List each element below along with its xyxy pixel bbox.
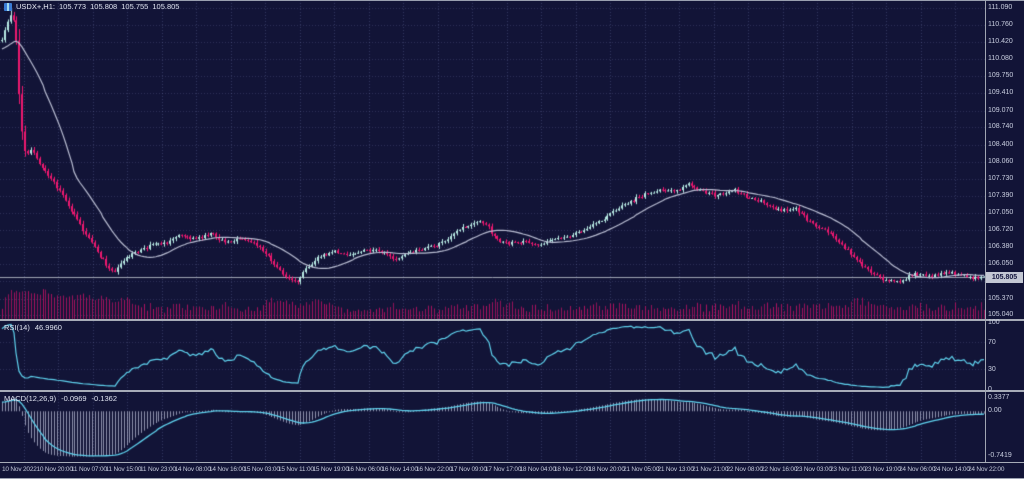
time-axis-label: 18 Nov 12:00: [554, 466, 591, 473]
macd-indicator-label: MACD(12,26,9) -0.0969 -0.1362: [4, 394, 117, 403]
macd-axis-label: -0.7419: [988, 452, 1012, 459]
price-axis-label: 107.050: [988, 209, 1014, 217]
ohlc-open: 105.773: [58, 2, 87, 11]
rsi-axis-label: 0: [988, 386, 992, 393]
rsi-axis-label: 30: [988, 365, 996, 373]
time-axis-label: 14 Nov 08:00: [174, 466, 211, 473]
separator-rsi-macd[interactable]: [0, 390, 1024, 392]
macd-signal-value: -0.1362: [91, 394, 117, 403]
price-axis-label: 107.390: [988, 192, 1014, 200]
price-axis-label: 107.730: [988, 174, 1014, 182]
time-axis-label: 24 Nov 22:00: [968, 466, 1005, 473]
ohlc-close: 105.805: [152, 2, 180, 11]
price-axis-label: 105.040: [988, 311, 1014, 319]
price-axis-border: [985, 0, 986, 462]
price-axis-label: 110.760: [988, 20, 1013, 28]
rsi-axis-label: 70: [988, 339, 996, 347]
time-axis-label: 11 Nov 23:00: [140, 466, 176, 473]
window-top-border: [0, 0, 1024, 1]
price-axis-label: 106.050: [988, 260, 1014, 268]
rsi-axis-label: 100: [988, 319, 1000, 326]
rsi-axis: 100 70 30 0: [988, 0, 1024, 479]
rsi-value: 46.9960: [34, 323, 62, 332]
time-axis-label: 21 Nov 05:00: [623, 466, 660, 473]
current-price-tag: 105.805: [986, 271, 1023, 283]
time-axis-label: 22 Nov 08:00: [726, 466, 763, 473]
time-axis-label: 10 Nov 2022: [2, 466, 37, 473]
candlestick-chart-icon: [4, 2, 12, 11]
time-axis-label: 24 Nov 06:00: [899, 466, 936, 473]
price-axis-label: 106.380: [988, 243, 1014, 251]
macd-main-value: -0.0969: [61, 394, 87, 403]
time-axis-label: 16 Nov 14:00: [381, 466, 418, 473]
time-axis-label: 15 Nov 03:00: [243, 466, 280, 473]
time-axis-label: 11 Nov 15:00: [105, 466, 142, 473]
time-axis-label: 15 Nov 19:00: [312, 466, 349, 473]
separator-main-rsi[interactable]: [0, 319, 1024, 321]
time-axis-label: 21 Nov 13:00: [657, 466, 694, 473]
price-axis-label: 110.420: [988, 38, 1013, 46]
macd-name: MACD(12,26,9): [4, 394, 57, 403]
ohlc-high: 105.808: [90, 2, 118, 11]
separator-macd-timeaxis: [0, 462, 1024, 463]
macd-axis-label: 0.00: [988, 407, 1002, 415]
time-axis-label: 11 Nov 07:00: [71, 466, 107, 473]
macd-axis: 0.3377 0.00 -0.7419: [988, 0, 1024, 479]
time-axis: 10 Nov 2022 10 Nov 20:00 11 Nov 07:00 11 No…: [0, 465, 1024, 479]
time-axis-label: 17 Nov 17:00: [485, 466, 522, 473]
time-axis-label: 10 Nov 20:00: [36, 466, 73, 473]
price-axis-label: 106.720: [988, 226, 1014, 234]
price-axis-label: 109.750: [988, 72, 1014, 80]
time-axis-label: 22 Nov 16:00: [761, 466, 798, 473]
time-axis-label: 18 Nov 20:00: [588, 466, 625, 473]
time-axis-label: 18 Nov 04:00: [519, 466, 556, 473]
time-axis-label: 24 Nov 14:00: [933, 466, 970, 473]
price-axis-label: 108.400: [988, 140, 1014, 148]
symbol-timeframe-label: USDX+,H1:: [16, 2, 55, 11]
price-axis-label: 109.410: [988, 89, 1014, 97]
time-axis-label: 16 Nov 22:00: [416, 466, 453, 473]
price-axis-label: 105.370: [988, 294, 1014, 302]
time-axis-label: 14 Nov 16:00: [209, 466, 246, 473]
time-axis-label: 17 Nov 09:00: [450, 466, 487, 473]
price-axis-label: 108.060: [988, 158, 1014, 166]
price-axis: 111.090 110.760 110.420 110.080 109.750 109.4…: [988, 0, 1024, 479]
ohlc-low: 105.755: [121, 2, 149, 11]
time-axis-label: 23 Nov 03:00: [795, 466, 832, 473]
rsi-name: RSI(14): [4, 323, 30, 332]
time-axis-label: 16 Nov 06:00: [347, 466, 384, 473]
chart-title: USDX+,H1: 105.773 105.808 105.755 105.80…: [4, 2, 179, 11]
price-axis-label: 109.070: [988, 106, 1014, 114]
rsi-indicator-label: RSI(14) 46.9960: [4, 323, 62, 332]
time-axis-label: 15 Nov 11:00: [278, 466, 314, 473]
time-axis-label: 23 Nov 11:00: [830, 466, 866, 473]
time-axis-label: 23 Nov 19:00: [864, 466, 901, 473]
macd-axis-label: 0.3377: [988, 394, 1010, 401]
price-axis-label: 110.080: [988, 55, 1013, 63]
price-axis-label: 111.090: [988, 4, 1013, 12]
price-axis-label: 108.740: [988, 123, 1014, 131]
time-axis-label: 21 Nov 21:00: [692, 466, 729, 473]
